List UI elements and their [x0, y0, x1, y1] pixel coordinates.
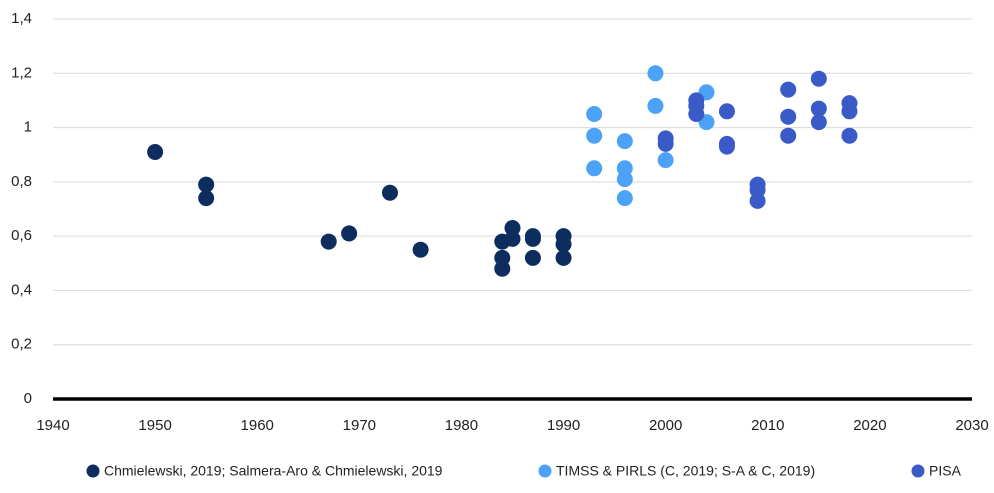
point — [147, 144, 164, 160]
x-tick-label: 1960 — [241, 417, 274, 434]
point — [657, 135, 674, 152]
y-tick-label: 0,6 — [11, 227, 32, 244]
y-tick-label: 1 — [24, 119, 32, 136]
point — [616, 133, 633, 150]
series — [657, 70, 858, 209]
point — [381, 184, 398, 201]
legend-label: Chmielewski, 2019; Salmera-Aro & Chmiele… — [104, 463, 443, 479]
point — [555, 236, 572, 253]
point — [586, 106, 603, 122]
y-tick-label: 1,4 — [11, 10, 32, 27]
x-tick-label: 2010 — [751, 417, 784, 434]
point — [198, 176, 215, 193]
point — [586, 160, 603, 177]
point — [780, 81, 797, 98]
point — [810, 114, 827, 131]
point — [718, 103, 735, 120]
x-tick-label: 1980 — [445, 417, 478, 434]
y-tick-label: 0,2 — [11, 336, 32, 353]
legend-marker — [911, 464, 925, 478]
point — [524, 249, 541, 266]
y-tick-label: 0 — [24, 390, 32, 407]
x-tick-label: 2000 — [649, 417, 682, 434]
point — [841, 127, 858, 144]
point — [524, 230, 541, 247]
point — [412, 241, 429, 258]
x-tick-label: 1950 — [138, 417, 171, 434]
y-tick-label: 1,2 — [11, 64, 32, 81]
x-tick-label: 2020 — [853, 417, 886, 434]
y-tick-label: 0,4 — [11, 281, 32, 298]
legend-label: TIMSS & PIRLS (C, 2019; S-A & C, 2019) — [556, 463, 815, 479]
series — [586, 65, 715, 207]
point — [810, 100, 827, 117]
x-tick-label: 1940 — [36, 417, 69, 434]
point — [616, 190, 633, 207]
legend: Chmielewski, 2019; Salmera-Aro & Chmiele… — [86, 463, 962, 479]
legend-marker — [538, 464, 552, 478]
point — [749, 192, 766, 209]
point — [555, 249, 572, 266]
point — [341, 225, 358, 242]
legend-marker — [86, 464, 100, 478]
point — [718, 138, 735, 155]
point — [780, 108, 797, 125]
point — [657, 152, 674, 169]
point — [616, 171, 633, 188]
point — [494, 260, 511, 277]
x-tick-label: 1970 — [343, 417, 376, 434]
point — [810, 70, 827, 87]
point — [504, 230, 521, 247]
point — [198, 190, 215, 207]
point — [586, 127, 603, 144]
point — [841, 103, 858, 120]
point — [647, 65, 664, 82]
legend-label: PISA — [929, 463, 962, 479]
x-tick-label: 1990 — [547, 417, 580, 434]
point — [780, 127, 797, 144]
point — [320, 233, 337, 250]
point — [647, 97, 664, 114]
point — [688, 106, 705, 122]
y-tick-label: 0,8 — [11, 173, 32, 190]
x-tick-label: 2030 — [955, 417, 988, 434]
series — [147, 144, 572, 277]
